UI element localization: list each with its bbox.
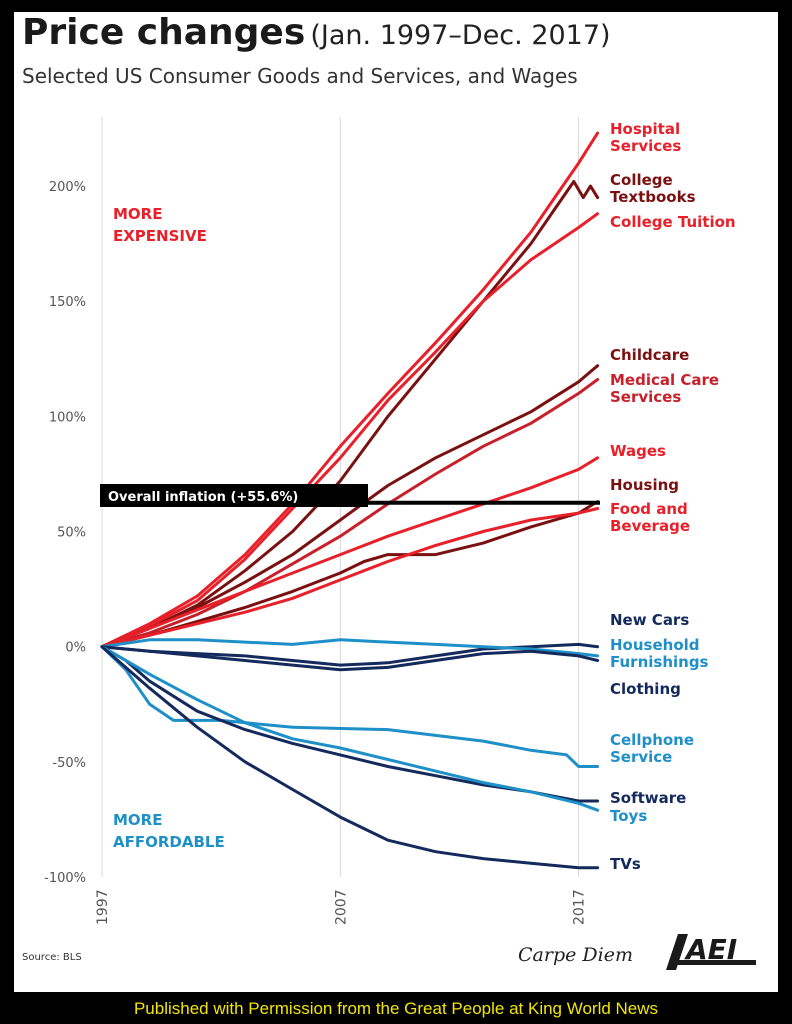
permission-banner: Published with Permission from the Great… — [133, 999, 659, 1018]
title-date-range: (Jan. 1997–Dec. 2017) — [310, 20, 611, 51]
inflation-label: Overall inflation (+55.6%) — [108, 490, 298, 505]
series-label: Furnishings — [610, 653, 709, 671]
series-label: Medical Care — [610, 371, 719, 389]
series-line — [100, 645, 600, 812]
series-label: Services — [610, 137, 681, 155]
series-label: Cellphone — [610, 731, 694, 749]
series-label: Service — [610, 748, 672, 766]
region-label: MORE — [113, 205, 162, 223]
series-line — [100, 180, 600, 649]
series-line — [100, 131, 600, 649]
x-tick-label: 2007 — [333, 889, 349, 925]
series-line — [100, 645, 600, 672]
series-label: Food and — [610, 500, 688, 518]
y-tick-label: 0% — [65, 641, 86, 656]
x-tick-label: 1997 — [95, 889, 111, 925]
series-line — [100, 507, 600, 649]
logo-bar — [670, 960, 756, 965]
series-label: Services — [610, 388, 681, 406]
inflation-label-bg — [100, 484, 368, 507]
series-line — [100, 642, 600, 667]
series-line — [100, 645, 600, 768]
series-label: TVs — [610, 855, 641, 873]
series-line — [100, 645, 600, 870]
chart-subtitle: Selected US Consumer Goods and Services,… — [22, 64, 578, 88]
y-tick-label: -50% — [52, 756, 86, 771]
series-label: Childcare — [610, 346, 689, 364]
series-label: Textbooks — [610, 188, 696, 206]
region-label: AFFORDABLE — [113, 833, 225, 851]
series-label: College — [610, 171, 673, 189]
brand-name: Carpe Diem — [518, 944, 633, 966]
logo-text: AEI — [684, 933, 737, 966]
series-label: Toys — [610, 807, 647, 825]
series-line — [100, 638, 600, 658]
region-label: MORE — [113, 811, 162, 829]
series-label: Software — [610, 789, 686, 807]
chart-title: Price changes (Jan. 1997–Dec. 2017) — [22, 12, 611, 53]
series-line — [100, 456, 600, 649]
series-label: Clothing — [610, 680, 681, 698]
aei-logo: AEI — [666, 933, 756, 970]
series-label: Beverage — [610, 517, 690, 535]
y-tick-label: 50% — [57, 526, 86, 541]
y-tick-label: -100% — [44, 871, 86, 886]
x-tick-label: 2017 — [572, 889, 588, 925]
title-main: Price changes — [22, 12, 306, 53]
y-tick-label: 150% — [49, 295, 86, 310]
series-line — [100, 500, 600, 649]
series-label: Housing — [610, 476, 679, 494]
y-tick-label: 100% — [49, 410, 86, 425]
series-label: Hospital — [610, 120, 680, 138]
source-note: Source: BLS — [22, 952, 82, 963]
series-label: New Cars — [610, 611, 689, 629]
series-label: Wages — [610, 442, 666, 460]
y-tick-label: 200% — [49, 180, 86, 195]
series-label: Household — [610, 636, 700, 654]
region-label: EXPENSIVE — [113, 227, 207, 245]
series-line — [100, 212, 600, 649]
series-line — [100, 378, 600, 649]
series-label: College Tuition — [610, 213, 736, 231]
